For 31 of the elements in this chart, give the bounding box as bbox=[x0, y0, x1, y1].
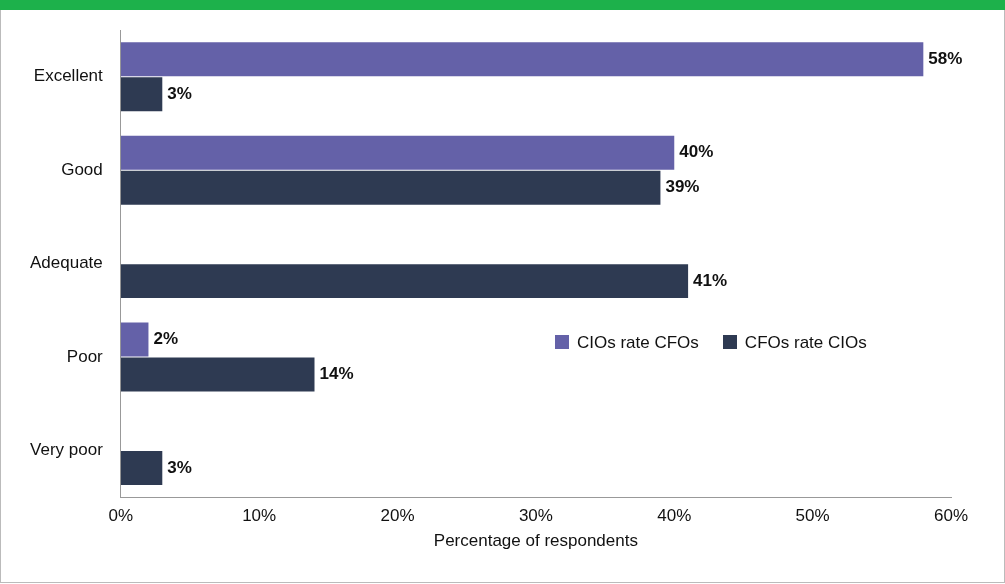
y-tick-label: Very poor bbox=[30, 440, 104, 460]
x-tick-label: 0% bbox=[108, 506, 134, 526]
bar bbox=[120, 322, 149, 357]
bar bbox=[120, 357, 315, 392]
legend-label: CFOs rate CIOs bbox=[743, 333, 867, 353]
x-tick-label: 30% bbox=[518, 506, 553, 526]
data-label: 2% bbox=[153, 329, 179, 349]
data-label: 41% bbox=[693, 270, 728, 290]
data-label: 14% bbox=[319, 364, 354, 384]
bar bbox=[120, 77, 163, 112]
legend-label: CIOs rate CFOs bbox=[576, 333, 699, 353]
x-tick-label: 60% bbox=[933, 506, 969, 526]
data-label: 58% bbox=[928, 48, 963, 68]
data-label: 39% bbox=[665, 177, 700, 197]
bar bbox=[120, 42, 924, 77]
bar bbox=[120, 170, 661, 205]
x-tick-label: 40% bbox=[657, 506, 692, 526]
data-label: 3% bbox=[167, 457, 192, 477]
data-label: 40% bbox=[679, 142, 714, 162]
bar bbox=[120, 264, 689, 299]
x-tick-label: 20% bbox=[380, 506, 415, 526]
y-tick-label: Adequate bbox=[29, 253, 103, 273]
y-tick-label: Poor bbox=[66, 346, 104, 366]
y-tick-label: Excellent bbox=[33, 66, 104, 86]
x-tick-label: 10% bbox=[242, 506, 277, 526]
x-axis-title: Percentage of respondents bbox=[433, 531, 638, 551]
data-label: 3% bbox=[167, 83, 192, 103]
x-tick-label: 50% bbox=[795, 506, 830, 526]
bar bbox=[120, 451, 163, 485]
y-tick-label: Good bbox=[61, 159, 103, 179]
bar bbox=[120, 135, 675, 170]
